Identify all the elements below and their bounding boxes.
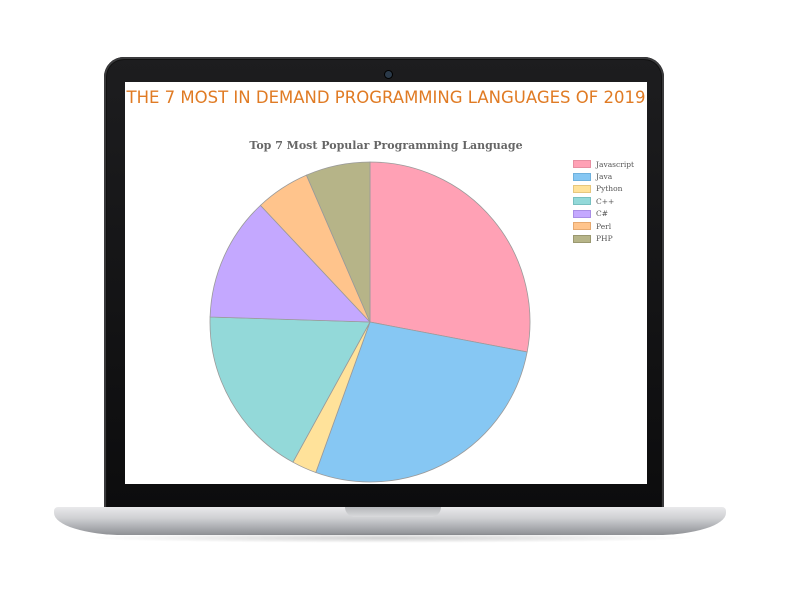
legend-swatch [573, 222, 591, 231]
page-headline: THE 7 MOST IN DEMAND PROGRAMMING LANGUAG… [126, 88, 646, 107]
legend-item[interactable]: Perl [573, 220, 634, 232]
legend-label: PHP [596, 234, 613, 244]
pie-chart [209, 161, 531, 483]
legend-label: Javascript [596, 159, 635, 169]
legend-label: Python [596, 184, 623, 194]
legend-swatch [573, 209, 591, 218]
legend-swatch [573, 172, 591, 181]
legend-label: Perl [596, 221, 612, 231]
legend-swatch [573, 197, 591, 206]
laptop-screen: THE 7 MOST IN DEMAND PROGRAMMING LANGUAG… [125, 82, 647, 484]
legend-item[interactable]: C++ [573, 195, 634, 207]
legend-item[interactable]: Java [573, 170, 634, 182]
legend-label: C++ [596, 196, 615, 206]
legend-swatch [573, 160, 591, 169]
legend-swatch [573, 234, 591, 243]
camera-icon [385, 71, 392, 78]
legend-item[interactable]: Javascript [573, 158, 634, 170]
legend-item[interactable]: C# [573, 208, 634, 220]
pie-slice-ccsharp[interactable] [209, 204, 371, 323]
legend-label: C# [596, 209, 609, 219]
legend-item[interactable]: Python [573, 183, 634, 195]
chart-legend: Javascript Java Python C++ C# Perl PHP [573, 158, 634, 245]
legend-label: Java [596, 172, 613, 182]
pie-slice-php[interactable] [305, 161, 371, 323]
pie-slice-javascript[interactable] [369, 161, 531, 353]
legend-swatch [573, 184, 591, 193]
pie-slice-ccpp[interactable] [209, 316, 371, 463]
legend-item[interactable]: PHP [573, 232, 634, 244]
laptop-shadow [80, 533, 700, 543]
pie-slice-java[interactable] [315, 321, 528, 483]
laptop-base-notch [345, 507, 441, 517]
chart-title: Top 7 Most Popular Programming Language [249, 139, 523, 152]
